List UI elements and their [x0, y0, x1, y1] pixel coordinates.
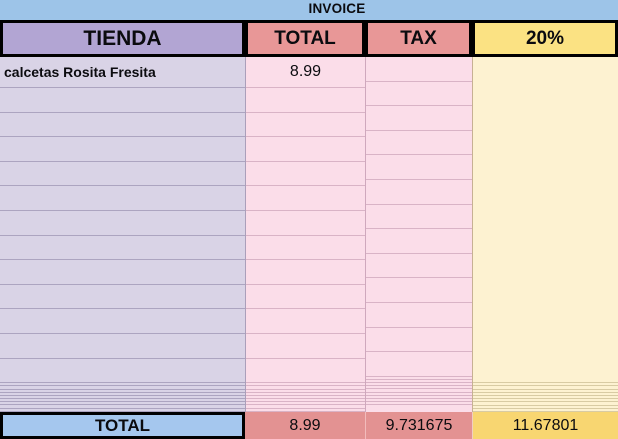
collapsed-row-cell — [473, 399, 618, 403]
collapsed-row-cell — [0, 399, 245, 403]
collapsed-row-cell — [473, 383, 618, 387]
header-cell-total[interactable]: TOTAL — [245, 20, 365, 57]
empty-cell[interactable] — [366, 229, 472, 254]
empty-cell[interactable] — [366, 131, 472, 156]
collapsed-row-cell — [246, 393, 365, 396]
empty-cell[interactable] — [0, 113, 245, 138]
collapsed-row-cell — [473, 390, 618, 393]
empty-cell[interactable] — [0, 359, 245, 384]
empty-cell[interactable] — [246, 88, 365, 113]
header-cell-pct[interactable]: 20% — [472, 20, 618, 57]
footer-pct-value-cell[interactable]: 11.67801 — [472, 412, 618, 439]
empty-cell[interactable] — [366, 82, 472, 107]
empty-cell[interactable] — [0, 236, 245, 261]
column-total: 8.99 — [245, 57, 365, 412]
empty-cell[interactable] — [0, 162, 245, 187]
collapsed-row-cell — [473, 406, 618, 409]
empty-cell[interactable] — [0, 309, 245, 334]
empty-cell[interactable] — [246, 334, 365, 359]
collapsed-row-cell — [0, 409, 245, 412]
collapsed-row-cell — [366, 377, 472, 380]
empty-cell[interactable] — [246, 113, 365, 138]
collapsed-row-cell — [246, 386, 365, 390]
header-label: TAX — [400, 27, 437, 49]
empty-cell[interactable] — [0, 137, 245, 162]
invoice-title: INVOICE — [308, 1, 366, 16]
empty-cell[interactable] — [366, 328, 472, 353]
collapsed-row-cell — [473, 402, 618, 406]
collapsed-row-cell — [246, 383, 365, 387]
collapsed-row-cell — [0, 402, 245, 406]
collapsed-row-cell — [473, 393, 618, 396]
empty-cell[interactable] — [366, 180, 472, 205]
column-pct — [472, 57, 618, 412]
collapsed-row-cell — [366, 380, 472, 384]
collapsed-row-cell — [0, 383, 245, 387]
table-body: calcetas Rosita Fresita 8.99 — [0, 57, 618, 412]
collapsed-row-cell — [366, 393, 472, 396]
table-footer-row: TOTAL 8.99 9.731675 11.67801 — [0, 412, 618, 439]
collapsed-row-cell — [366, 383, 472, 387]
empty-cell[interactable] — [246, 186, 365, 211]
collapsed-row-cell — [246, 402, 365, 406]
collapsed-row-cell — [473, 409, 618, 412]
collapsed-row-cell — [366, 399, 472, 403]
empty-cell[interactable] — [366, 205, 472, 230]
empty-cell[interactable] — [0, 334, 245, 359]
collapsed-row-cell — [366, 389, 472, 393]
empty-cell[interactable] — [246, 137, 365, 162]
empty-cell[interactable] — [246, 236, 365, 261]
item-name-cell[interactable]: calcetas Rosita Fresita — [0, 57, 245, 88]
header-label: 20% — [525, 27, 565, 49]
empty-cell[interactable] — [0, 285, 245, 310]
empty-cell[interactable] — [366, 57, 472, 82]
empty-cell[interactable] — [246, 359, 365, 384]
collapsed-row-cell — [246, 396, 365, 400]
table-header-row: TIENDA TOTAL TAX 20% — [0, 20, 618, 57]
footer-total-value-cell[interactable]: 8.99 — [245, 412, 365, 439]
collapsed-row-cell — [0, 393, 245, 396]
footer-tax-value-cell[interactable]: 9.731675 — [365, 412, 472, 439]
collapsed-row-cell — [246, 399, 365, 403]
collapsed-row-cell — [246, 409, 365, 412]
footer-total-label-cell[interactable]: TOTAL — [0, 412, 245, 439]
empty-cell[interactable] — [0, 211, 245, 236]
empty-cell[interactable] — [366, 352, 472, 377]
column-tax — [365, 57, 472, 412]
collapsed-row-cell — [473, 386, 618, 390]
collapsed-row-cell — [246, 405, 365, 409]
collapsed-row-cell — [0, 390, 245, 393]
item-total-cell[interactable]: 8.99 — [246, 57, 365, 88]
empty-cell[interactable] — [366, 278, 472, 303]
collapsed-row-cell — [0, 396, 245, 400]
empty-cell[interactable] — [246, 309, 365, 334]
empty-cell[interactable] — [366, 106, 472, 131]
empty-cell[interactable] — [246, 211, 365, 236]
empty-cell[interactable] — [366, 303, 472, 328]
empty-cell[interactable] — [0, 260, 245, 285]
collapsed-row-cell — [0, 405, 245, 409]
empty-cell[interactable] — [0, 88, 245, 113]
empty-cell[interactable] — [246, 285, 365, 310]
empty-cell[interactable] — [0, 186, 245, 211]
pct-merged-cell[interactable] — [473, 57, 618, 384]
collapsed-row-cell — [366, 396, 472, 400]
collapsed-row-cell — [0, 386, 245, 390]
empty-cell[interactable] — [246, 260, 365, 285]
header-label: TOTAL — [274, 27, 336, 49]
empty-cell[interactable] — [366, 254, 472, 279]
collapsed-row-cell — [246, 390, 365, 393]
header-label: TIENDA — [83, 26, 162, 50]
header-cell-tax[interactable]: TAX — [365, 20, 472, 57]
collapsed-row-cell — [366, 402, 472, 406]
header-cell-tienda[interactable]: TIENDA — [0, 20, 245, 57]
collapsed-row-cell — [366, 386, 472, 390]
column-tienda: calcetas Rosita Fresita — [0, 57, 245, 412]
collapsed-row-cell — [473, 396, 618, 400]
empty-cell[interactable] — [246, 162, 365, 187]
empty-cell[interactable] — [366, 155, 472, 180]
